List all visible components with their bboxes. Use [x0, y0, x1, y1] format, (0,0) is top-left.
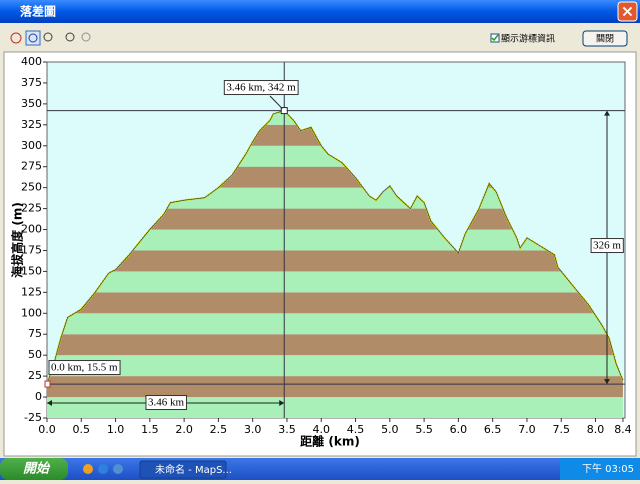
x-tick-label: 6.0: [450, 423, 468, 436]
title-bar: [0, 0, 640, 23]
y-tick-label: 125: [21, 285, 42, 298]
y-tick-label: 275: [21, 160, 42, 173]
start-button[interactable]: [0, 458, 68, 480]
x-tick-label: 3.5: [278, 423, 296, 436]
y-axis-label: 海拔高度 (m): [10, 202, 25, 278]
annotation-box: [590, 238, 624, 254]
toolbar: 顯示游標資訊 關閉: [10, 30, 628, 47]
stripe: [47, 250, 623, 272]
x-tick-label: 5.5: [415, 423, 433, 436]
annotation-box: [48, 360, 121, 376]
start-marker: [44, 380, 51, 388]
check: [491, 34, 499, 42]
x-tick-label: 7.5: [552, 423, 570, 436]
tool-icon[interactable]: [65, 32, 75, 42]
quick-launch-icon[interactable]: [113, 464, 123, 474]
y-tick-label: 225: [21, 202, 42, 215]
y-tick-label: 400: [21, 55, 42, 68]
y-tick-label: 250: [21, 181, 42, 194]
y-tick-label: 350: [21, 97, 42, 110]
stripe: [47, 271, 623, 293]
x-tick-label: 3.0: [244, 423, 262, 436]
y-tick-label: -25: [24, 411, 42, 424]
x-tick-label: 4.5: [347, 423, 365, 436]
close-window-button[interactable]: [582, 30, 628, 47]
stripe: [47, 355, 623, 377]
annotation: 3.46 km, 342 m: [226, 82, 296, 94]
taskbar: [0, 458, 640, 480]
profile-outline: [46, 110, 624, 385]
x-tick-label: 4.0: [313, 423, 331, 436]
y-tick-label: 100: [21, 306, 42, 319]
x-tick-label: 1.5: [141, 423, 159, 436]
x-tick-label: 0.5: [73, 423, 91, 436]
annotation-box: [145, 395, 187, 411]
x-tick-label: 1.0: [107, 423, 125, 436]
x-tick-label: 8.4: [614, 423, 632, 436]
tool-icon: [28, 33, 38, 43]
annotation: 326 m: [593, 240, 621, 252]
quick-launch-icon[interactable]: [98, 464, 108, 474]
tray: [560, 458, 640, 480]
annotation: 3.46 km: [148, 397, 185, 409]
checkbox-label[interactable]: 顯示游標資訊: [501, 33, 555, 45]
y-tick-label: 175: [21, 243, 42, 256]
peak-leader: [269, 95, 283, 109]
start-label[interactable]: 開始: [23, 461, 51, 477]
x-tick-label: 2.0: [175, 423, 193, 436]
task-button[interactable]: [139, 460, 227, 479]
y-tick-label: 200: [21, 223, 42, 236]
clock: 下午 03:05: [582, 462, 634, 475]
y-tick-label: 325: [21, 118, 42, 131]
stripe: [47, 376, 623, 398]
annotation: 0.0 km, 15.5 m: [51, 362, 118, 374]
x-tick-label: 7.0: [518, 423, 536, 436]
y-tick-label: 0: [35, 390, 42, 403]
stripe: [47, 334, 623, 356]
tool-icon[interactable]: [25, 30, 41, 46]
y-tick-label: 75: [28, 327, 42, 340]
y-tick-label: 25: [28, 369, 42, 382]
quick-launch-icon[interactable]: [83, 464, 93, 474]
y-tick-label: 150: [21, 264, 42, 277]
y-tick-label: 300: [21, 139, 42, 152]
tool-icon[interactable]: [43, 32, 53, 42]
close-box[interactable]: [617, 1, 638, 22]
x-tick-label: 2.5: [210, 423, 228, 436]
task-label[interactable]: 未命名 - MapS...: [155, 463, 232, 476]
x-tick-label: 5.0: [381, 423, 399, 436]
stripe: [47, 397, 623, 418]
window-title: 落差圖: [20, 4, 56, 19]
stripe: [47, 208, 623, 230]
x-axis-label: 距離 (km): [300, 434, 360, 449]
x-tick-label: 8.0: [587, 423, 605, 436]
x-tick-label: 0.0: [38, 423, 56, 436]
close-window-label[interactable]: 關閉: [596, 34, 614, 45]
tool-icon[interactable]: [81, 32, 91, 42]
y-tick-label: 50: [28, 348, 42, 361]
close-button[interactable]: ×: [621, 2, 634, 21]
stripe: [47, 313, 623, 335]
chart: -25 0 25 50 75 100 125 150 175 200 225 250 275 300 325…: [10, 55, 632, 449]
peak-marker: [280, 107, 288, 115]
stripe: [47, 292, 623, 314]
tool-icon[interactable]: [10, 32, 22, 44]
annotation-box: [223, 80, 299, 96]
stripe: [47, 229, 623, 251]
y-tick-label: 375: [21, 76, 42, 89]
x-tick-label: 6.5: [484, 423, 502, 436]
